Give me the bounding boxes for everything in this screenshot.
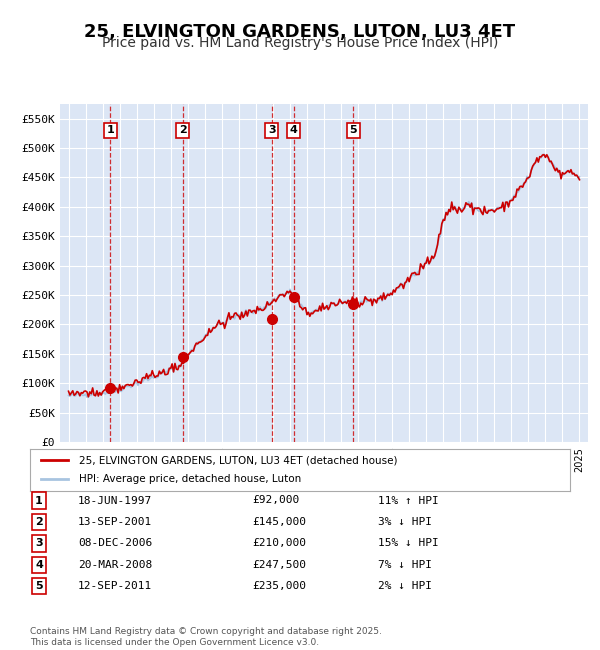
- Text: 5: 5: [35, 581, 43, 592]
- Text: 3: 3: [268, 125, 275, 135]
- Text: £92,000: £92,000: [252, 495, 299, 506]
- Text: 1: 1: [35, 495, 43, 506]
- Text: 1: 1: [107, 125, 114, 135]
- Text: 2: 2: [179, 125, 187, 135]
- Text: 18-JUN-1997: 18-JUN-1997: [78, 495, 152, 506]
- Text: £145,000: £145,000: [252, 517, 306, 527]
- Text: 20-MAR-2008: 20-MAR-2008: [78, 560, 152, 570]
- Text: 13-SEP-2001: 13-SEP-2001: [78, 517, 152, 527]
- Text: 08-DEC-2006: 08-DEC-2006: [78, 538, 152, 549]
- Text: 2: 2: [35, 517, 43, 527]
- Text: 25, ELVINGTON GARDENS, LUTON, LU3 4ET: 25, ELVINGTON GARDENS, LUTON, LU3 4ET: [85, 23, 515, 41]
- Text: Contains HM Land Registry data © Crown copyright and database right 2025.
This d: Contains HM Land Registry data © Crown c…: [30, 627, 382, 647]
- Text: 5: 5: [349, 125, 357, 135]
- Text: £247,500: £247,500: [252, 560, 306, 570]
- Text: 4: 4: [35, 560, 43, 570]
- Text: 3% ↓ HPI: 3% ↓ HPI: [378, 517, 432, 527]
- Text: 2% ↓ HPI: 2% ↓ HPI: [378, 581, 432, 592]
- Text: 3: 3: [35, 538, 43, 549]
- Text: £235,000: £235,000: [252, 581, 306, 592]
- Text: Price paid vs. HM Land Registry's House Price Index (HPI): Price paid vs. HM Land Registry's House …: [102, 36, 498, 50]
- Text: HPI: Average price, detached house, Luton: HPI: Average price, detached house, Luto…: [79, 474, 301, 484]
- Text: £210,000: £210,000: [252, 538, 306, 549]
- Text: 11% ↑ HPI: 11% ↑ HPI: [378, 495, 439, 506]
- Text: 4: 4: [290, 125, 298, 135]
- Text: 12-SEP-2011: 12-SEP-2011: [78, 581, 152, 592]
- Text: 15% ↓ HPI: 15% ↓ HPI: [378, 538, 439, 549]
- Text: 7% ↓ HPI: 7% ↓ HPI: [378, 560, 432, 570]
- Text: 25, ELVINGTON GARDENS, LUTON, LU3 4ET (detached house): 25, ELVINGTON GARDENS, LUTON, LU3 4ET (d…: [79, 456, 397, 465]
